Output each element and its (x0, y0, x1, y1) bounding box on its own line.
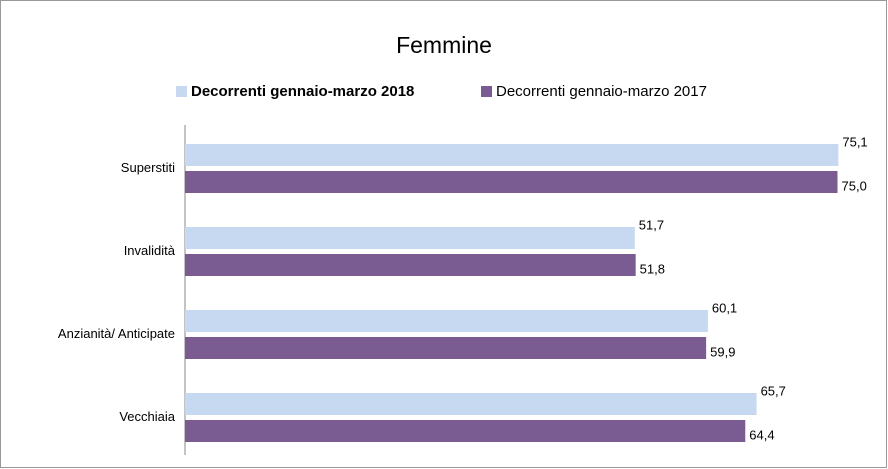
y-tick-label: Vecchiaia (119, 409, 175, 424)
legend-label: Decorrenti gennaio-marzo 2018 (191, 83, 414, 100)
legend-swatch (176, 86, 187, 97)
value-label: 51,7 (639, 217, 664, 232)
bar (185, 337, 707, 359)
bar (185, 393, 757, 415)
y-tick-label: Anzianità/ Anticipate (58, 326, 175, 341)
bar (185, 310, 708, 332)
chart-title: Femmine (396, 32, 492, 58)
bar (185, 420, 746, 442)
bar (185, 227, 635, 249)
value-label: 51,8 (640, 261, 665, 276)
y-tick-label: Invalidità (124, 243, 176, 258)
y-tick-label: Superstiti (121, 160, 175, 175)
value-label: 59,9 (710, 344, 735, 359)
value-label: 65,7 (761, 383, 786, 398)
bar (185, 144, 839, 166)
legend-label: Decorrenti gennaio-marzo 2017 (496, 83, 707, 100)
bar (185, 254, 636, 276)
value-label: 75,1 (842, 134, 867, 149)
value-label: 75,0 (842, 178, 867, 193)
value-label: 60,1 (712, 300, 737, 315)
bar (185, 171, 838, 193)
value-label: 64,4 (749, 427, 774, 442)
legend-swatch (481, 86, 492, 97)
